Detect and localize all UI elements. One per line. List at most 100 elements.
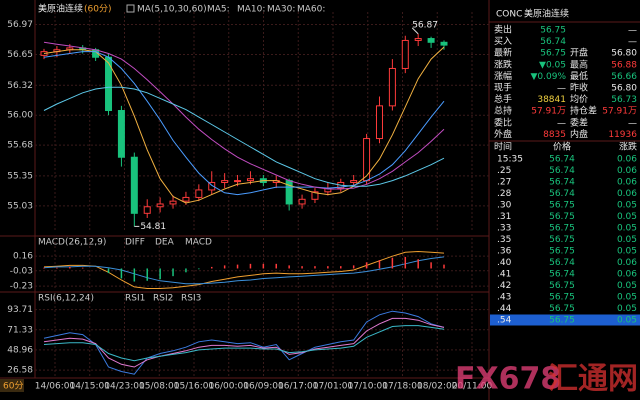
trade-change[interactable]: 0.06	[617, 189, 637, 199]
trade-time[interactable]: .36	[497, 247, 512, 257]
ma-line	[43, 41, 445, 190]
quote-label: 外盘	[494, 128, 512, 140]
candle-body	[195, 189, 203, 198]
quote-name: 美原油连续	[524, 8, 569, 20]
y-tick-label: 56.32	[7, 81, 33, 91]
trade-change[interactable]: 0.05	[617, 212, 637, 222]
trade-change[interactable]: 0.05	[617, 224, 637, 234]
quote-value: 38841	[537, 95, 566, 105]
candle-body	[350, 180, 358, 183]
quote-value: ▼0.09%	[530, 72, 566, 82]
quote-value: 56.74	[540, 37, 566, 47]
x-tick-label: 14/06:00	[35, 382, 76, 392]
chart-title: 美原油连续	[38, 3, 83, 15]
trade-price[interactable]: 56.75	[549, 201, 575, 211]
quote-value: 56.80	[611, 49, 637, 59]
trade-time[interactable]: .40	[497, 258, 512, 268]
legend-entry: RSI2	[153, 294, 173, 304]
trade-time[interactable]: .43	[497, 293, 511, 303]
trade-change[interactable]: 0.06	[617, 155, 637, 165]
legend-entry: RSI3	[181, 294, 201, 304]
trade-price[interactable]: 56.75	[549, 281, 575, 291]
trade-time[interactable]: .28	[497, 189, 512, 199]
selected-row[interactable]	[490, 314, 640, 326]
quote-label: 持仓差	[570, 105, 597, 117]
y-tick-label: 0.16	[13, 252, 33, 262]
quote-value: 56.66	[611, 72, 637, 82]
trade-time[interactable]: .44	[497, 304, 512, 314]
quote-label: 总手	[494, 93, 512, 105]
candle-body	[311, 191, 319, 200]
candle-body	[156, 203, 164, 208]
trade-time[interactable]: .41	[497, 270, 511, 280]
checkbox-icon[interactable]	[126, 4, 135, 13]
watermark: 汇通网	[548, 362, 638, 397]
trade-time[interactable]: .30	[497, 201, 512, 211]
trade-change[interactable]: 0.05	[617, 304, 637, 314]
trade-change[interactable]: 0.05	[617, 293, 637, 303]
trade-price[interactable]: 56.74	[549, 189, 575, 199]
trade-price[interactable]: 56.75	[549, 212, 575, 222]
legend-entry: MA5:	[207, 5, 230, 15]
x-tick-label: 15/08:00	[139, 382, 180, 392]
trade-time[interactable]: .54	[497, 316, 512, 326]
candle-body	[182, 196, 190, 202]
trade-change[interactable]: 0.05	[617, 281, 637, 291]
trade-change[interactable]: 0.06	[617, 270, 637, 280]
y-tick-label: 71.33	[7, 325, 33, 335]
legend-entry: MACD	[185, 238, 212, 248]
quote-label: 均价	[570, 93, 588, 105]
period-tab-label[interactable]: 60分	[3, 381, 23, 392]
trade-time[interactable]: .27	[497, 178, 511, 188]
trade-change[interactable]: 0.05	[617, 201, 637, 211]
x-tick-label: 16/00:00	[209, 382, 250, 392]
trade-time[interactable]: .31	[497, 212, 511, 222]
trade-time[interactable]: .42	[497, 281, 511, 291]
trade-price[interactable]: 56.75	[549, 304, 575, 314]
candle-body	[388, 67, 396, 107]
y-tick-label: 48.96	[7, 345, 33, 355]
trade-time[interactable]: .25	[497, 166, 511, 176]
x-tick-label: 17/18:00	[382, 382, 423, 392]
trade-change[interactable]: 0.05	[617, 235, 637, 245]
candle-body	[414, 38, 422, 41]
quote-value: —	[628, 26, 637, 36]
trade-change[interactable]: 0.06	[617, 258, 637, 268]
trade-time[interactable]: .33	[497, 224, 511, 234]
watermark: FX678	[455, 362, 561, 397]
quote-code: CONC	[496, 10, 522, 20]
trade-change[interactable]: 0.06	[617, 166, 637, 176]
candle-body	[440, 41, 448, 46]
indicator-label: RSI(6,12,24)	[38, 294, 94, 304]
trade-price[interactable]: 56.74	[549, 155, 575, 165]
quote-value: —	[557, 118, 566, 128]
y-tick-label: 93.71	[7, 305, 33, 315]
trade-price[interactable]: 56.74	[549, 270, 575, 280]
trade-price[interactable]: 56.74	[549, 178, 575, 188]
trade-time[interactable]: 15:35	[497, 155, 523, 165]
quote-label: 涨幅	[494, 70, 512, 82]
period-tab[interactable]	[0, 379, 24, 392]
trade-price[interactable]: 56.75	[549, 293, 575, 303]
trade-price[interactable]: 56.75	[549, 235, 575, 245]
trade-price[interactable]: 56.75	[549, 247, 575, 257]
trade-price[interactable]: 56.74	[549, 166, 575, 176]
trade-change[interactable]: 0.05	[617, 316, 637, 326]
quote-value: 57.91万	[602, 107, 637, 117]
ma-line	[43, 46, 445, 204]
candle-body	[298, 198, 306, 205]
trade-change[interactable]: 0.05	[617, 247, 637, 257]
trade-price[interactable]: 56.75	[549, 224, 575, 234]
trade-change[interactable]: 0.06	[617, 178, 637, 188]
quote-label: 买入	[494, 36, 512, 47]
rsi-line	[43, 310, 445, 375]
trade-price[interactable]: 56.74	[549, 258, 575, 268]
max-marker	[411, 27, 419, 35]
candle-body	[363, 138, 371, 182]
trade-time[interactable]: .35	[497, 235, 511, 245]
quote-label: 委差	[570, 116, 588, 128]
trade-price[interactable]: 56.75	[549, 316, 575, 326]
candle-body	[375, 105, 383, 140]
trades-header: 时间	[494, 141, 512, 153]
quote-value: 56.73	[611, 95, 637, 105]
